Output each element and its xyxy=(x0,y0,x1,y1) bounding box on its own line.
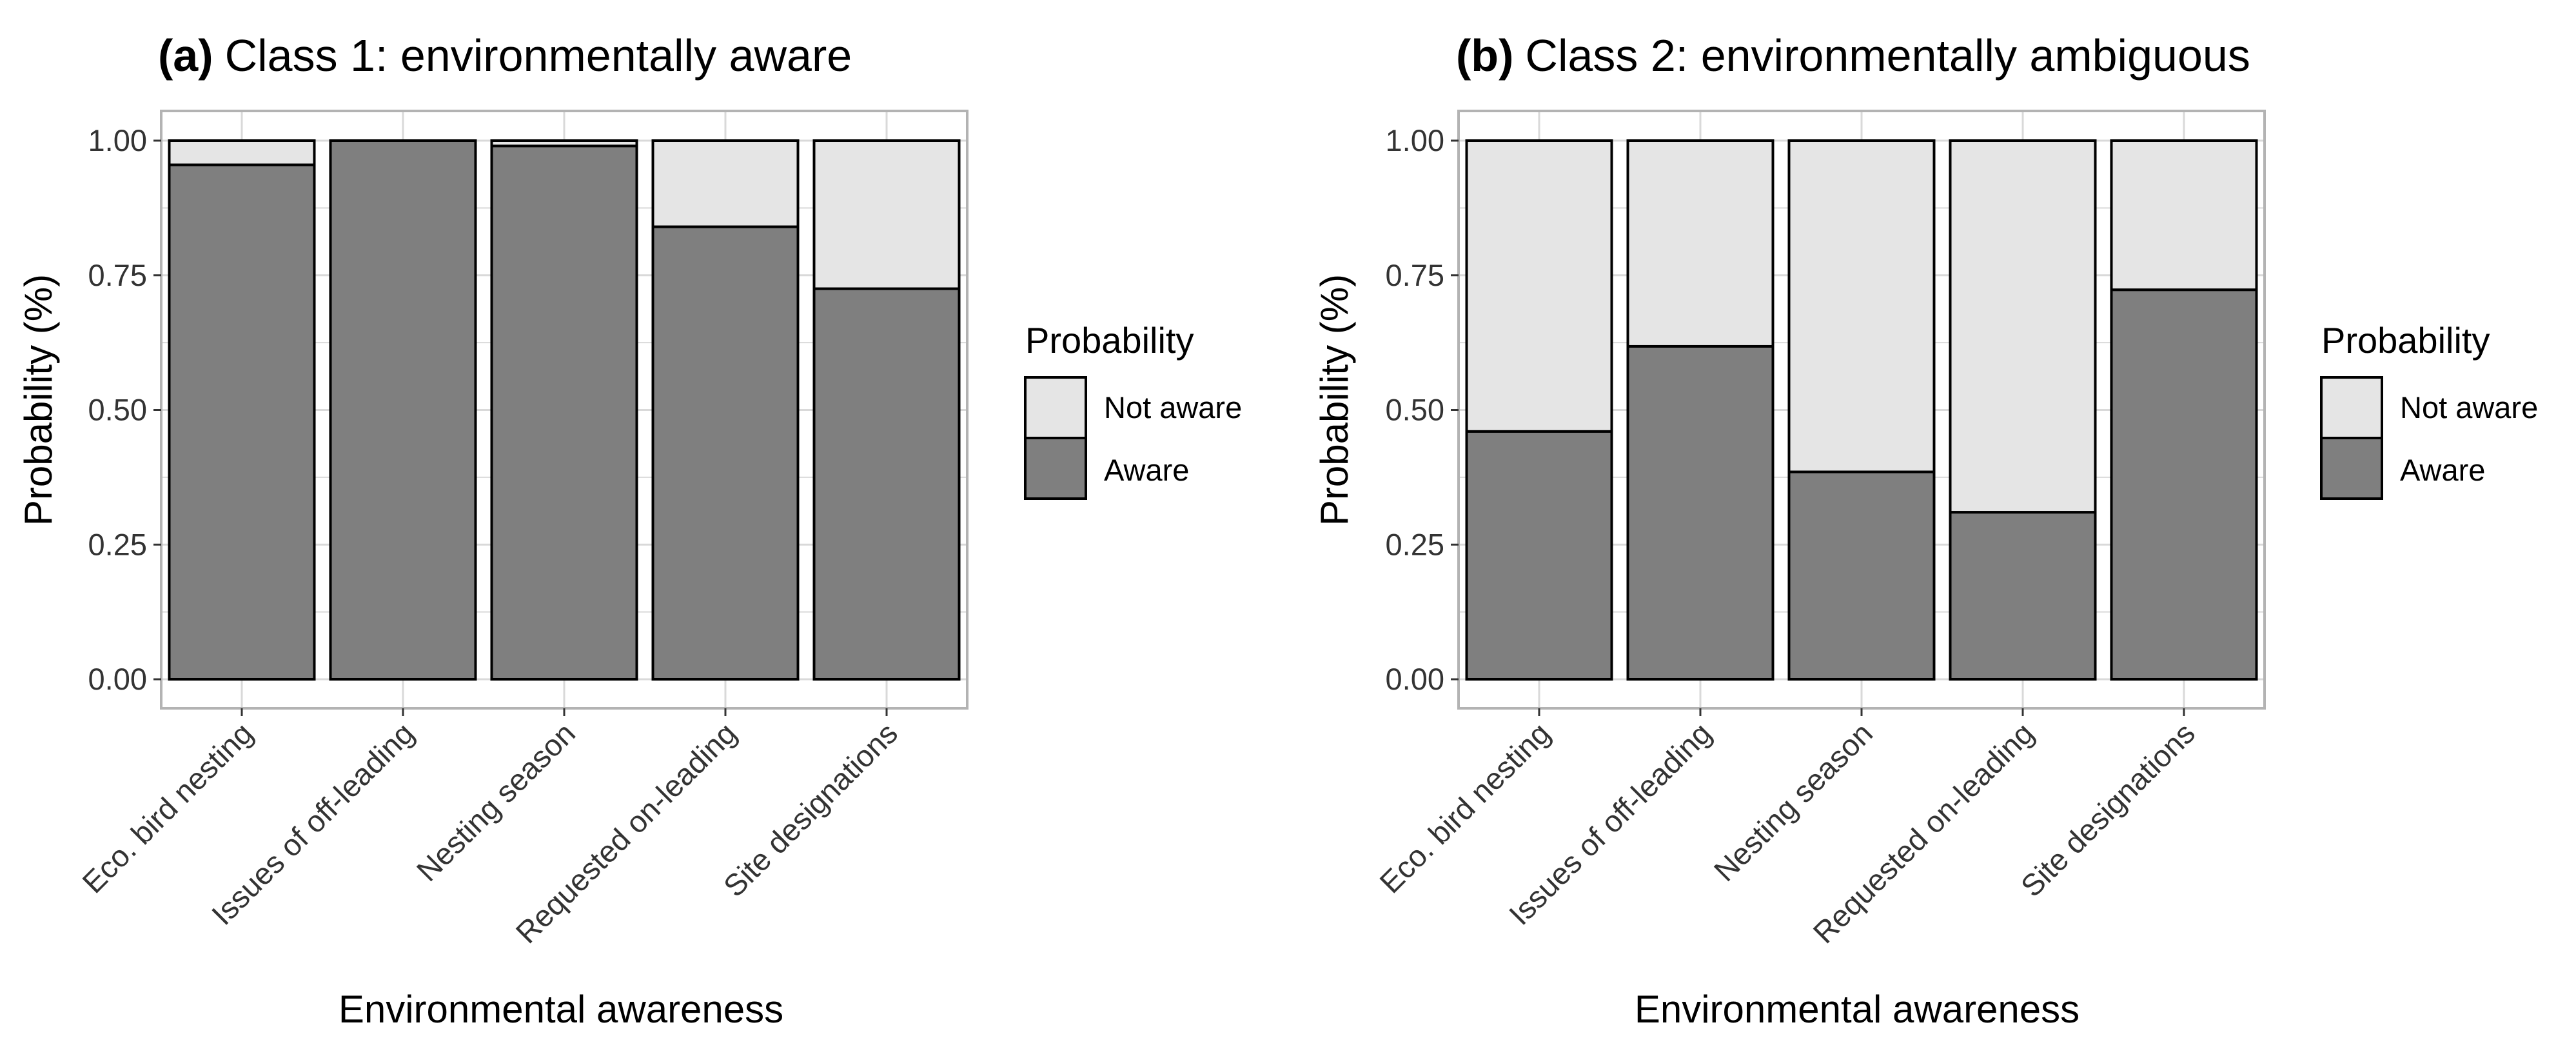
legend-label-aware-b: Aware xyxy=(2400,453,2485,487)
y-tick-label-a: 0.00 xyxy=(88,662,147,696)
legend-label-not-aware-b: Not aware xyxy=(2400,390,2538,424)
legend-label-aware-a: Aware xyxy=(1104,453,1189,487)
legend-key-not-aware-b xyxy=(2320,376,2383,439)
bar-aware-a xyxy=(329,139,477,681)
bar-aware-a xyxy=(490,144,638,681)
y-tick-label-a: 0.75 xyxy=(88,258,147,292)
legend-b: Probability Not aware Aware xyxy=(2320,320,2538,500)
y-tick-label-b: 0.25 xyxy=(1386,527,1444,561)
bar-not-aware-b xyxy=(2110,139,2258,292)
bar-not-aware-a xyxy=(812,139,961,290)
bars-a xyxy=(168,139,961,681)
x-tick-label-a: Eco. bird nesting xyxy=(75,716,259,900)
bar-aware-a xyxy=(168,163,316,681)
legend-key-aware-b xyxy=(2320,437,2383,500)
y-tick-label-b: 0.00 xyxy=(1386,662,1444,696)
x-tick-label-b: Eco. bird nesting xyxy=(1373,716,1557,900)
bar-not-aware-b xyxy=(1465,139,1613,433)
bar-aware-a xyxy=(812,287,961,681)
bar-aware-b xyxy=(1787,470,1936,681)
bars-b xyxy=(1465,139,2258,681)
bar-not-aware-a xyxy=(168,139,316,166)
bar-not-aware-b xyxy=(1787,139,1936,473)
bar-aware-b xyxy=(1949,511,2097,681)
chart-panel-b: (b) Class 2: environmentally ambiguous Pr… xyxy=(1313,30,2538,1031)
legend-label-not-aware-a: Not aware xyxy=(1104,390,1242,424)
legend-a: Probability Not aware Aware xyxy=(1024,320,1242,500)
x-tick-label-b: Site designations xyxy=(2014,716,2201,904)
legend-title-a: Probability xyxy=(1025,320,1194,361)
y-tick-label-b: 0.50 xyxy=(1386,393,1444,427)
y-tick-label-b: 0.75 xyxy=(1386,258,1444,292)
bar-aware-b xyxy=(2110,288,2258,681)
chart-panel-a: (a) Class 1: environmentally aware Probab… xyxy=(17,30,1242,1031)
legend-title-b: Probability xyxy=(2321,320,2490,361)
x-tick-label-a: Site designations xyxy=(716,716,904,904)
y-tick-label-a: 0.50 xyxy=(88,393,147,427)
bar-aware-b xyxy=(1626,344,1775,681)
legend-key-aware-a xyxy=(1024,437,1087,500)
chart-title-b: (b) Class 2: environmentally ambiguous xyxy=(1456,30,2250,81)
y-axis-a: 0.00 0.25 0.50 0.75 1.00 xyxy=(88,123,161,696)
chart-title-text-b: Class 2: environmentally ambiguous xyxy=(1525,30,2250,81)
y-tick-label-a: 0.25 xyxy=(88,527,147,561)
bar-not-aware-b xyxy=(1626,139,1775,348)
bar-not-aware-a xyxy=(651,139,800,228)
chart-title-tag-b: (b) xyxy=(1456,30,1513,81)
chart-title-tag-a: (a) xyxy=(158,30,213,81)
x-tick-label-a: Nesting season xyxy=(410,716,582,888)
y-tick-label-a: 1.00 xyxy=(88,123,147,157)
bar-aware-b xyxy=(1465,430,1613,681)
bar-aware-a xyxy=(651,225,800,681)
x-tick-label-b: Nesting season xyxy=(1707,716,1880,888)
x-axis-title-a: Environmental awareness xyxy=(339,988,783,1031)
chart-title-a: (a) Class 1: environmentally aware xyxy=(158,30,852,81)
chart-title-text-a: Class 1: environmentally aware xyxy=(225,30,852,81)
legend-key-not-aware-a xyxy=(1024,376,1087,439)
y-tick-label-b: 1.00 xyxy=(1386,123,1444,157)
y-axis-title-a: Probability (%) xyxy=(17,274,60,526)
y-axis-b: 0.00 0.25 0.50 0.75 1.00 xyxy=(1386,123,1459,696)
y-axis-title-b: Probability (%) xyxy=(1313,274,1356,526)
bar-not-aware-b xyxy=(1949,139,2097,514)
x-axis-title-b: Environmental awareness xyxy=(1635,988,2079,1031)
